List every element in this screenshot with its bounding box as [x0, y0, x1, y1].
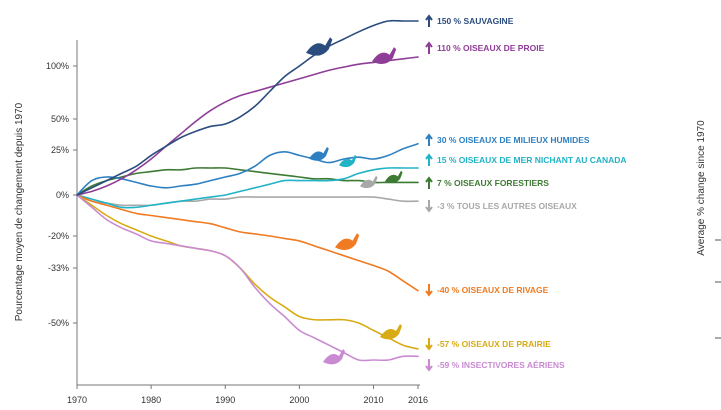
x-tick-label: 1990: [215, 395, 235, 405]
heron-silhouette-icon: [309, 146, 329, 161]
y-tick-label: 50%: [51, 114, 69, 124]
series-label: 15 % OISEAUX DE MER NICHANT AU CANADA: [437, 155, 627, 165]
trend-arrow-icon: [425, 14, 433, 27]
x-tick-label: 1980: [141, 395, 161, 405]
x-ticks: 1970 1980 1990 2000 2010 2016: [67, 385, 428, 405]
y-tick-label: -20%: [48, 231, 69, 241]
seabird-silhouette-icon: [339, 154, 357, 168]
series-lines: [76, 19, 419, 362]
trend-arrow-icon: [425, 133, 433, 146]
trend-arrow-icon: [425, 359, 433, 372]
y-axis-title-group: Pourcentage moyen de changement depuis 1…: [14, 102, 25, 321]
series-label: 7 % OISEAUX FORESTIERS: [437, 178, 549, 188]
x-tick-label: 2000: [289, 395, 309, 405]
series-label: -57 % OISEAUX DE PRAIRIE: [437, 339, 551, 349]
x-tick-label: 2016: [408, 395, 428, 405]
second-chart-fragment: Average % change since 1970: [696, 120, 721, 339]
second-chart-y-axis-title: Average % change since 1970: [696, 120, 707, 256]
trend-arrow-icon: [425, 200, 433, 213]
y-axis-title: Pourcentage moyen de changement depuis 1…: [14, 102, 25, 321]
series-line: [76, 19, 419, 196]
series-line: [76, 143, 419, 196]
y-tick-label: 100%: [46, 61, 69, 71]
shorebird-silhouette-icon: [335, 233, 360, 251]
series-label: -3 % TOUS LES AUTRES OISEAUX: [437, 201, 577, 211]
y-tick-label: 0%: [56, 190, 69, 200]
series-line: [76, 56, 419, 196]
x-tick-label: 1970: [67, 395, 87, 405]
trend-arrow-icon: [425, 176, 433, 189]
series-label: 110 % OISEAUX DE PROIE: [437, 43, 545, 53]
series-line: [76, 194, 419, 350]
bird-silhouette-icon: [360, 175, 378, 189]
waterfowl-silhouette-icon: [306, 37, 333, 56]
series-labels: 150 % SAUVAGINE 110 % OISEAUX DE PROIE 30 …: [425, 14, 627, 372]
y-tick-label: 25%: [51, 145, 69, 155]
trend-arrow-icon: [425, 41, 433, 54]
series-label: -40 % OISEAUX DE RIVAGE: [437, 285, 549, 295]
series-line: [76, 194, 419, 207]
bird-icons: [306, 37, 403, 365]
forest-bird-silhouette-icon: [385, 170, 403, 184]
y-ticks: 100% 50% 25% 0% -20% -33% -50%: [46, 61, 77, 328]
series-label: 30 % OISEAUX DE MILIEUX HUMIDES: [437, 135, 590, 145]
raptor-silhouette-icon: [372, 47, 397, 65]
series-label: 150 % SAUVAGINE: [437, 16, 514, 26]
swallow-silhouette-icon: [323, 349, 345, 365]
trend-arrow-icon: [425, 338, 433, 351]
trend-arrow-icon: [425, 153, 433, 166]
x-tick-label: 2010: [364, 395, 384, 405]
series-line: [76, 194, 419, 292]
series-line: [76, 194, 419, 362]
grassland-bird-silhouette-icon: [380, 324, 402, 340]
y-tick-label: -33%: [48, 263, 69, 273]
series-line: [76, 167, 419, 209]
series-label: -59 % INSECTIVORES AÉRIENS: [437, 360, 565, 370]
trend-arrow-icon: [425, 284, 433, 297]
y-tick-label: -50%: [48, 318, 69, 328]
